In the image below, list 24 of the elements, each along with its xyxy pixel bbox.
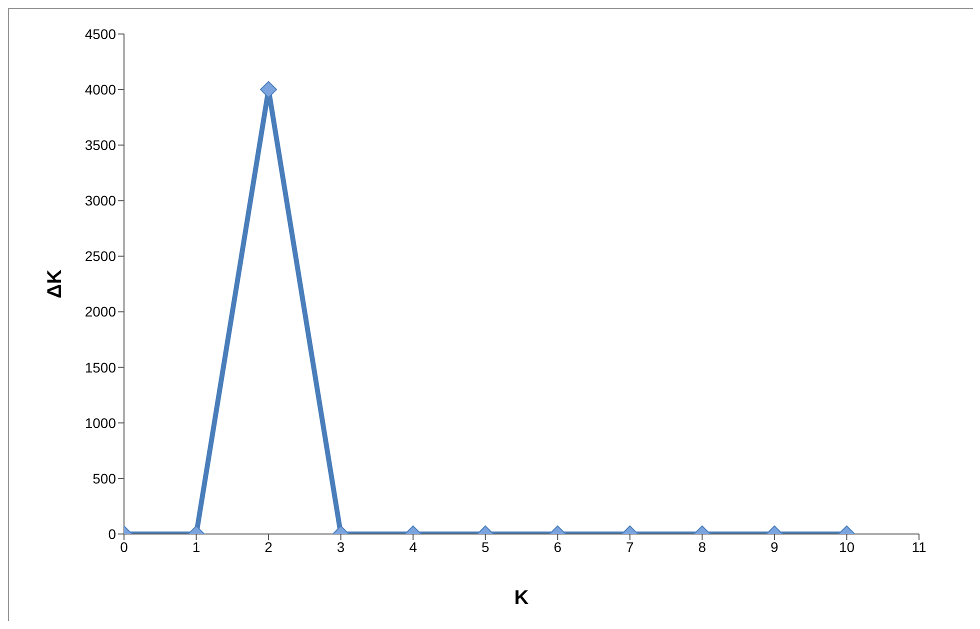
- x-tick-label: 0: [120, 538, 128, 555]
- x-tick-label: 9: [770, 538, 779, 555]
- y-tick-label: 500: [92, 470, 116, 486]
- y-tick-label: 3500: [84, 137, 116, 154]
- x-tick-label: 5: [481, 538, 490, 555]
- y-tick-label: 1000: [84, 414, 116, 431]
- y-tick-label: 4000: [84, 82, 116, 98]
- x-tick-label: 1: [192, 538, 200, 555]
- y-axis-title: ΔK: [44, 269, 66, 298]
- x-tick-label: 4: [409, 538, 418, 555]
- y-tick-label: 2000: [84, 304, 116, 320]
- x-axis-title: K: [514, 587, 530, 609]
- x-tick-label: 6: [554, 538, 562, 555]
- x-tick-label: 11: [912, 538, 926, 555]
- x-tick-label: 7: [626, 538, 634, 555]
- x-tick-label: 10: [838, 538, 855, 555]
- y-tick-label: 4500: [84, 26, 116, 42]
- x-tick-label: 2: [264, 538, 273, 555]
- y-tick-label: 1500: [84, 359, 116, 376]
- y-tick-label: 0: [108, 526, 116, 542]
- y-tick-label: 3000: [84, 192, 116, 209]
- x-tick-label: 8: [698, 538, 706, 555]
- x-tick-label: 3: [336, 538, 345, 555]
- y-tick-label: 2500: [84, 248, 116, 264]
